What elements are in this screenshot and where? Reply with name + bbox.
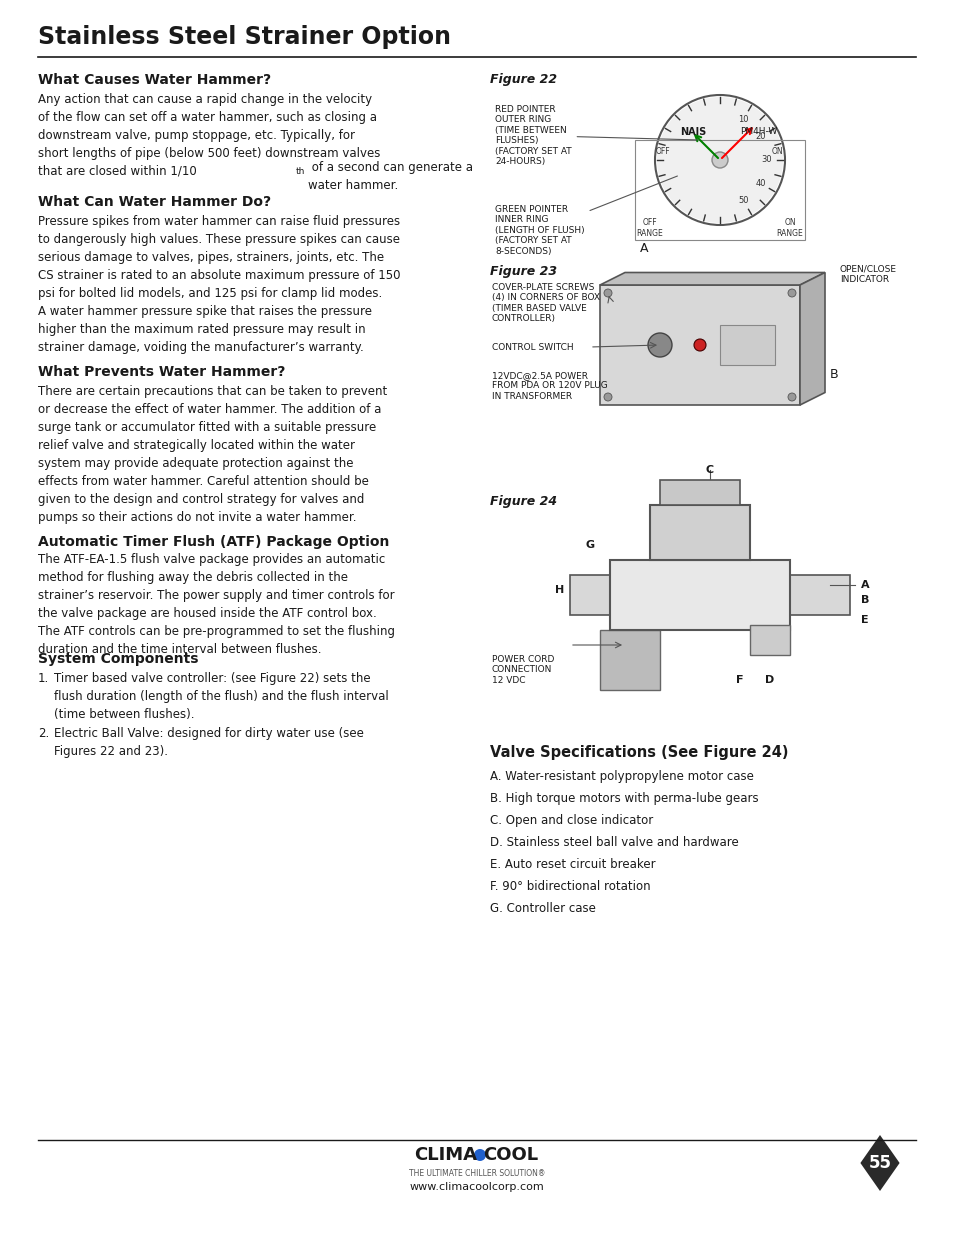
Bar bbox=[599, 630, 659, 690]
Circle shape bbox=[603, 289, 612, 296]
Text: What Prevents Water Hammer?: What Prevents Water Hammer? bbox=[38, 366, 285, 379]
Text: A: A bbox=[639, 242, 648, 254]
Polygon shape bbox=[599, 273, 824, 285]
Text: E. Auto reset circuit breaker: E. Auto reset circuit breaker bbox=[490, 858, 655, 871]
Text: CONTROL SWITCH: CONTROL SWITCH bbox=[492, 343, 573, 352]
Bar bbox=[649, 505, 749, 559]
Text: Pressure spikes from water hammer can raise fluid pressures
to dangerously high : Pressure spikes from water hammer can ra… bbox=[38, 215, 400, 354]
Circle shape bbox=[787, 393, 795, 401]
Text: 40: 40 bbox=[755, 179, 765, 188]
Text: H: H bbox=[555, 585, 564, 595]
Text: C. Open and close indicator: C. Open and close indicator bbox=[490, 814, 653, 827]
Text: There are certain precautions that can be taken to prevent
or decrease the effec: There are certain precautions that can b… bbox=[38, 385, 387, 524]
Polygon shape bbox=[860, 1135, 899, 1191]
Circle shape bbox=[647, 333, 671, 357]
Text: www.climacoolcorp.com: www.climacoolcorp.com bbox=[409, 1182, 544, 1192]
Text: Stainless Steel Strainer Option: Stainless Steel Strainer Option bbox=[38, 25, 451, 49]
Text: A: A bbox=[860, 580, 868, 590]
Bar bbox=[749, 625, 789, 655]
Text: 12VDC@2.5A POWER
FROM PDA OR 120V PLUG
IN TRANSFORMER: 12VDC@2.5A POWER FROM PDA OR 120V PLUG I… bbox=[492, 370, 607, 401]
Circle shape bbox=[787, 289, 795, 296]
Text: 20: 20 bbox=[755, 132, 765, 141]
Text: 1.: 1. bbox=[38, 672, 50, 685]
Text: CLIMA: CLIMA bbox=[414, 1146, 476, 1165]
Bar bbox=[720, 325, 774, 366]
Text: THE ULTIMATE CHILLER SOLUTION®: THE ULTIMATE CHILLER SOLUTION® bbox=[409, 1168, 544, 1177]
Text: G. Controller case: G. Controller case bbox=[490, 902, 596, 915]
Text: D. Stainless steel ball valve and hardware: D. Stainless steel ball valve and hardwa… bbox=[490, 836, 738, 848]
Bar bbox=[569, 576, 609, 615]
Text: 10: 10 bbox=[738, 115, 748, 124]
Text: 55: 55 bbox=[867, 1153, 890, 1172]
Text: E: E bbox=[861, 615, 868, 625]
Text: What Causes Water Hammer?: What Causes Water Hammer? bbox=[38, 73, 271, 86]
Circle shape bbox=[693, 338, 705, 351]
Circle shape bbox=[474, 1149, 485, 1161]
Text: What Can Water Hammer Do?: What Can Water Hammer Do? bbox=[38, 195, 271, 209]
Text: th: th bbox=[295, 167, 305, 177]
Text: ON
RANGE: ON RANGE bbox=[776, 219, 802, 237]
Text: D: D bbox=[764, 676, 774, 685]
Bar bbox=[659, 480, 740, 505]
Text: NAIS: NAIS bbox=[679, 127, 705, 137]
Text: B. High torque motors with perma-lube gears: B. High torque motors with perma-lube ge… bbox=[490, 792, 758, 805]
Text: Figure 24: Figure 24 bbox=[490, 495, 557, 508]
Text: Figure 23: Figure 23 bbox=[490, 266, 557, 278]
Text: F: F bbox=[736, 676, 743, 685]
Text: ON: ON bbox=[770, 147, 782, 157]
Bar bbox=[789, 576, 849, 615]
Polygon shape bbox=[599, 285, 800, 405]
Text: Timer based valve controller: (see Figure 22) sets the
flush duration (length of: Timer based valve controller: (see Figur… bbox=[54, 672, 388, 721]
Text: Valve Specifications (See Figure 24): Valve Specifications (See Figure 24) bbox=[490, 745, 788, 760]
Text: of a second can generate a
water hammer.: of a second can generate a water hammer. bbox=[308, 161, 473, 191]
Text: A. Water-resistant polypropylene motor case: A. Water-resistant polypropylene motor c… bbox=[490, 769, 753, 783]
Polygon shape bbox=[800, 273, 824, 405]
Bar bbox=[609, 559, 789, 630]
Text: OFF
RANGE: OFF RANGE bbox=[636, 219, 662, 237]
Text: B: B bbox=[860, 595, 868, 605]
Text: Automatic Timer Flush (ATF) Package Option: Automatic Timer Flush (ATF) Package Opti… bbox=[38, 535, 389, 550]
Text: G: G bbox=[585, 540, 594, 550]
Text: Electric Ball Valve: designed for dirty water use (see
Figures 22 and 23).: Electric Ball Valve: designed for dirty … bbox=[54, 727, 363, 758]
Text: The ATF-EA-1.5 flush valve package provides an automatic
method for flushing awa: The ATF-EA-1.5 flush valve package provi… bbox=[38, 553, 395, 656]
Text: OPEN/CLOSE
INDICATOR: OPEN/CLOSE INDICATOR bbox=[840, 266, 896, 284]
Text: 30: 30 bbox=[760, 156, 772, 164]
Circle shape bbox=[657, 98, 782, 224]
Text: 2.: 2. bbox=[38, 727, 50, 740]
Text: COVER-PLATE SCREWS
(4) IN CORNERS OF BOX
(TIMER BASED VALVE
CONTROLLER): COVER-PLATE SCREWS (4) IN CORNERS OF BOX… bbox=[492, 283, 599, 324]
Text: PM4H-W: PM4H-W bbox=[740, 127, 777, 137]
Text: B: B bbox=[829, 368, 838, 382]
Text: GREEN POINTER
INNER RING
(LENGTH OF FLUSH)
(FACTORY SET AT
8-SECONDS): GREEN POINTER INNER RING (LENGTH OF FLUS… bbox=[495, 177, 677, 256]
Circle shape bbox=[603, 393, 612, 401]
Text: COOL: COOL bbox=[482, 1146, 537, 1165]
Text: OFF: OFF bbox=[655, 147, 670, 157]
Text: Figure 22: Figure 22 bbox=[490, 73, 557, 86]
Text: F. 90° bidirectional rotation: F. 90° bidirectional rotation bbox=[490, 881, 650, 893]
Text: C: C bbox=[705, 466, 713, 475]
Circle shape bbox=[711, 152, 727, 168]
Text: RED POINTER
OUTER RING
(TIME BETWEEN
FLUSHES)
(FACTORY SET AT
24-HOURS): RED POINTER OUTER RING (TIME BETWEEN FLU… bbox=[495, 105, 697, 165]
Text: Any action that can cause a rapid change in the velocity
of the flow can set off: Any action that can cause a rapid change… bbox=[38, 93, 380, 178]
Text: 50: 50 bbox=[738, 196, 748, 205]
Text: POWER CORD
CONNECTION
12 VDC: POWER CORD CONNECTION 12 VDC bbox=[492, 655, 554, 684]
Text: System Components: System Components bbox=[38, 652, 198, 666]
